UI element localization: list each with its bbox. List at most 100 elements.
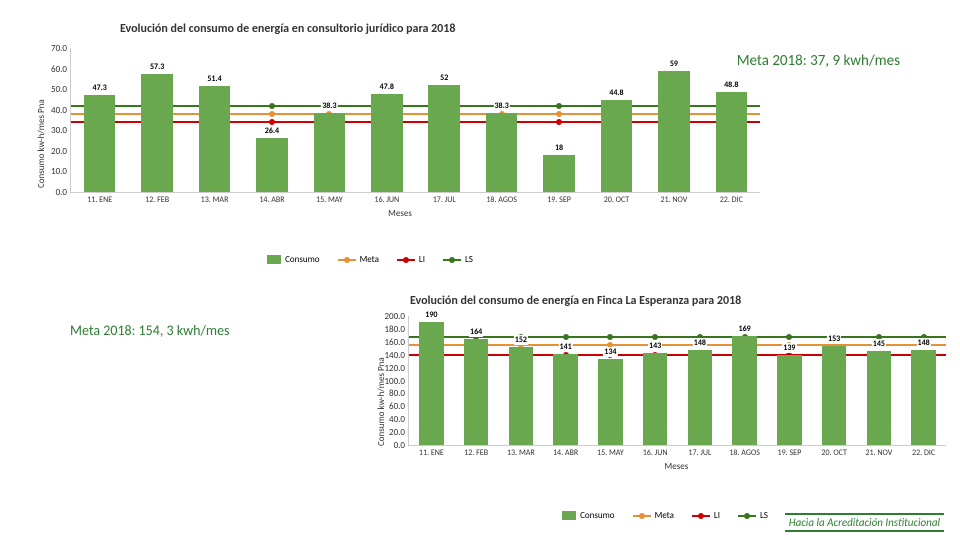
chart1-meta-label: Meta 2018: 37, 9 kwh/mes [737, 52, 900, 70]
bar-value-label: 152 [514, 335, 528, 345]
ytick: 50.0 [43, 84, 67, 95]
legend-label: LS [760, 510, 768, 521]
legend-item-ls: LS [443, 254, 473, 265]
ytick: 80.0 [381, 388, 405, 399]
ytick: 10.0 [43, 166, 67, 177]
legend-label: Meta [655, 510, 674, 521]
ytick: 20.0 [43, 146, 67, 157]
bar-value-label: 52 [439, 73, 449, 83]
bar-value-label: 47.3 [92, 83, 108, 93]
meta-marker [556, 111, 562, 117]
bar-value-label: 164 [469, 327, 483, 337]
legend-item-meta: Meta [338, 254, 379, 265]
bar [658, 71, 690, 192]
bar [314, 113, 346, 192]
bar [716, 92, 748, 192]
ytick: 0.0 [381, 440, 405, 451]
xtick: 16. JUN [374, 195, 399, 205]
xtick: 15. MAY [597, 448, 624, 458]
legend-label: LS [465, 254, 473, 265]
ls-marker [563, 334, 569, 340]
ls-marker [786, 334, 792, 340]
bar-value-label: 47.8 [379, 82, 395, 92]
bar [598, 359, 623, 445]
xtick: 14. ABR [259, 195, 284, 205]
ls-marker [556, 103, 562, 109]
bar [419, 322, 444, 445]
xtick: 18. AGOS [486, 195, 517, 205]
ls-marker [607, 334, 613, 340]
bar-value-label: 190 [424, 310, 438, 320]
ls-marker [269, 103, 275, 109]
legend-item-consumo: Consumo [562, 510, 614, 521]
chart1-xlabel: Meses [388, 208, 412, 219]
bar-value-label: 134 [603, 347, 617, 357]
bar-value-label: 51.4 [206, 74, 222, 84]
xtick: 19. SEP [778, 448, 802, 458]
bar [867, 351, 892, 445]
chart1-legend: Consumo Meta LI LS [0, 254, 740, 265]
bar-value-label: 48.8 [723, 80, 739, 90]
xtick: 12. FEB [464, 448, 488, 458]
li-marker [269, 119, 275, 125]
bar [777, 355, 802, 445]
chart1-title: Evolución del consumo de energía en cons… [120, 22, 455, 36]
bar [732, 336, 757, 445]
chart2-area: Consumo kw-h/mes Pna 0.020.040.060.080.0… [380, 316, 950, 476]
ytick: 160.0 [381, 337, 405, 348]
bar-value-label: 139 [782, 343, 796, 353]
bar [543, 155, 575, 192]
ytick: 120.0 [381, 363, 405, 374]
chart2-meta-label: Meta 2018: 154, 3 kwh/mes [70, 322, 230, 339]
ytick: 60.0 [381, 401, 405, 412]
legend-swatch [267, 255, 281, 264]
ytick: 140.0 [381, 350, 405, 361]
legend-swatch [692, 515, 710, 517]
xtick: 15. MAY [316, 195, 343, 205]
legend-label: LI [714, 510, 720, 521]
chart1-container: Evolución del consumo de energía en cons… [0, 0, 960, 260]
bar-value-label: 143 [648, 341, 662, 351]
legend-label: Consumo [580, 510, 614, 521]
chart2-title: Evolución del consumo de energía en Finc… [410, 294, 741, 308]
bar [464, 339, 489, 445]
xtick: 20. OCT [604, 195, 629, 205]
ytick: 100.0 [381, 376, 405, 387]
bar [486, 113, 518, 192]
ytick: 40.0 [43, 105, 67, 116]
legend-item-meta: Meta [633, 510, 674, 521]
chart2-plot: 0.020.040.060.080.0100.0120.0140.0160.01… [408, 316, 946, 446]
ytick: 20.0 [381, 427, 405, 438]
li-marker [556, 119, 562, 125]
chart2-container: Evolución del consumo de energía en Finc… [0, 290, 960, 520]
chart1-area: Consumo kw-h/mes Pna 0.010.020.030.040.0… [40, 48, 760, 218]
xtick: 13. MAR [507, 448, 535, 458]
legend-item-li: LI [692, 510, 720, 521]
bar-value-label: 57.3 [149, 62, 165, 72]
xtick: 20. OCT [821, 448, 846, 458]
xtick: 14. ABR [553, 448, 578, 458]
bar-value-label: 169 [738, 324, 752, 334]
ytick: 180.0 [381, 324, 405, 335]
bar [141, 74, 173, 192]
bar [688, 350, 713, 445]
legend-swatch [633, 515, 651, 517]
legend-item-li: LI [397, 254, 425, 265]
xtick: 17. JUL [433, 195, 456, 205]
bar-value-label: 148 [917, 338, 931, 348]
bar [643, 353, 668, 445]
ls-marker [652, 334, 658, 340]
bar-value-label: 38.3 [321, 101, 337, 111]
bar-value-label: 18 [554, 143, 564, 153]
legend-label: Consumo [285, 254, 319, 265]
bar-value-label: 153 [827, 334, 841, 344]
xtick: 22. DIC [912, 448, 935, 458]
bar [84, 95, 116, 192]
xtick: 16. JUN [643, 448, 668, 458]
meta-marker [269, 111, 275, 117]
bar-value-label: 44.8 [608, 88, 624, 98]
xtick: 21. NOV [660, 195, 687, 205]
ytick: 40.0 [381, 414, 405, 425]
legend-swatch [443, 259, 461, 261]
xtick: 18. AGOS [729, 448, 760, 458]
